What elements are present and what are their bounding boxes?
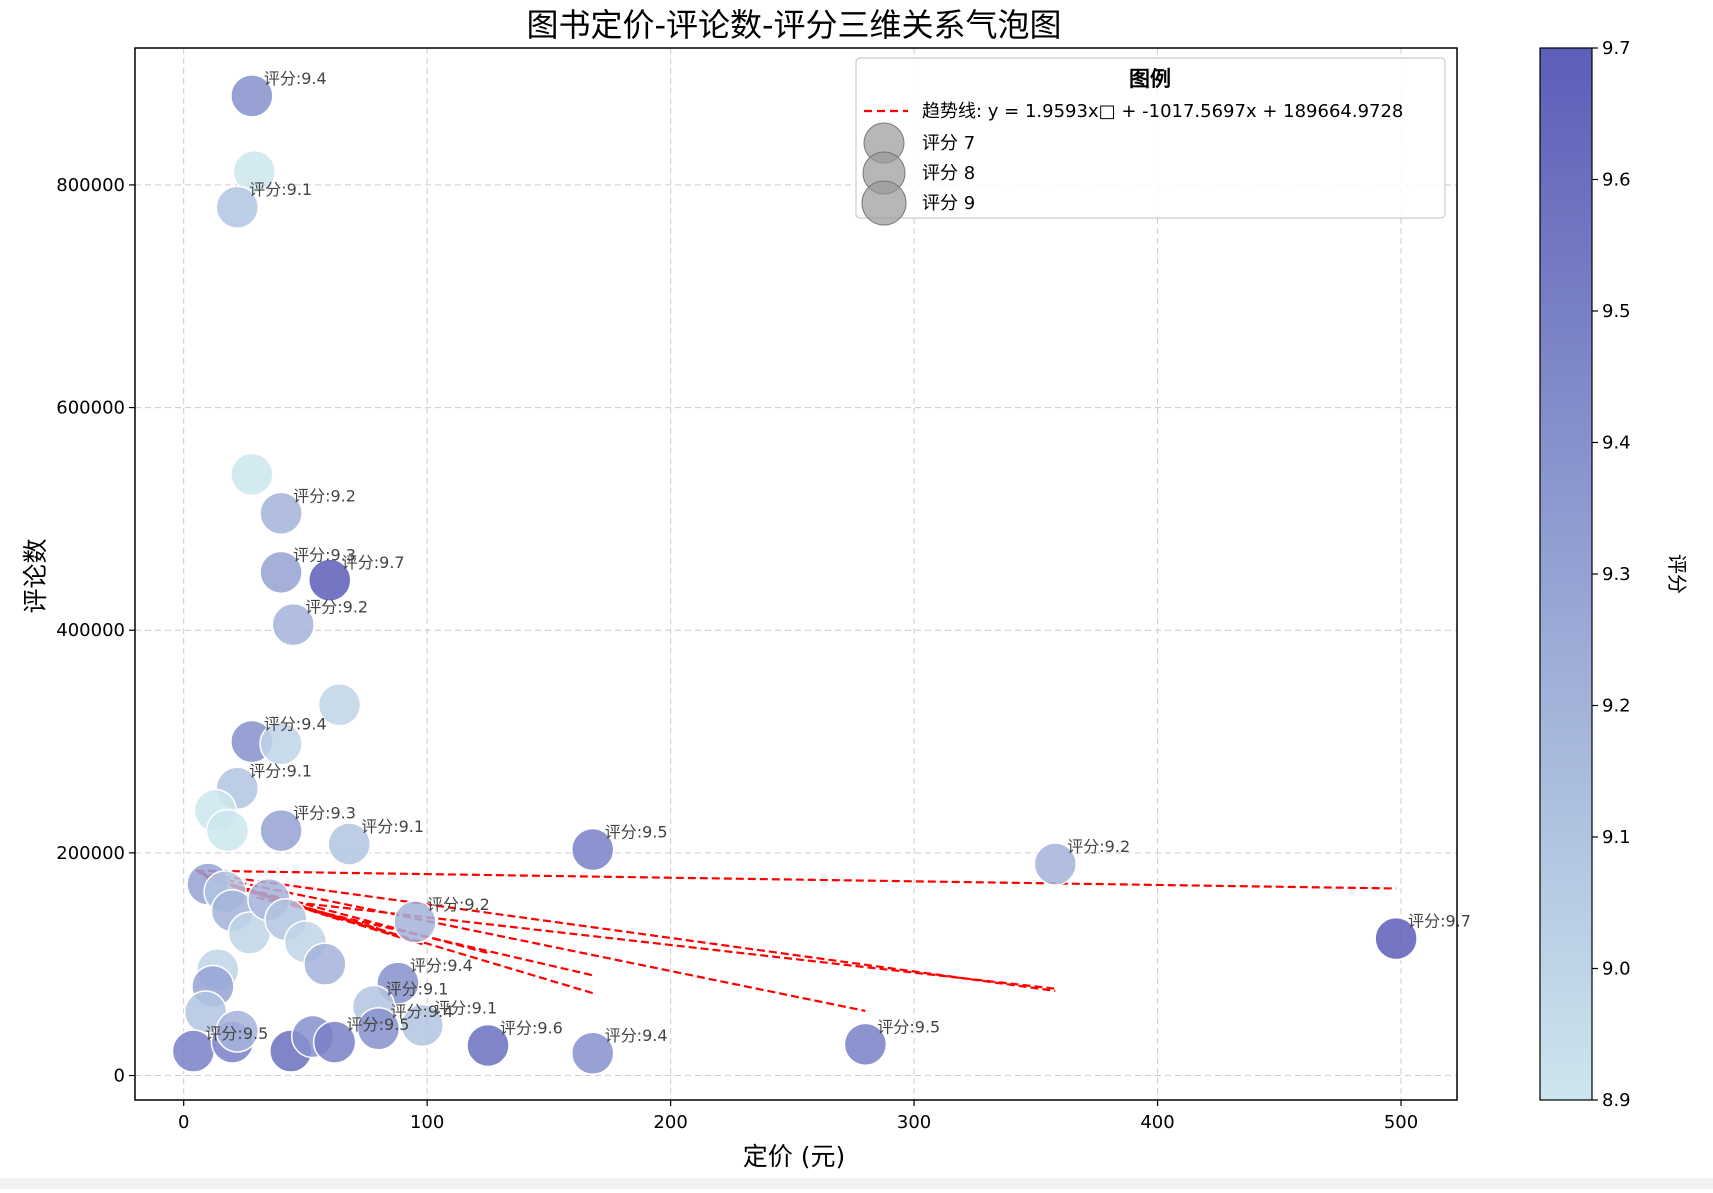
bubble-point	[230, 74, 274, 118]
bubble-annotation: 评分:9.1	[249, 180, 312, 199]
bubble-annotation: 评分:9.6	[500, 1018, 563, 1037]
bubble-point	[230, 452, 274, 497]
bubble-point	[393, 900, 437, 944]
bubble-annotation: 评分:9.4	[605, 1026, 668, 1045]
bubble-annotation: 评分:9.3	[293, 804, 356, 823]
bubble-point	[259, 808, 303, 853]
colorbar-tick-label: 9.7	[1602, 38, 1631, 59]
x-tick-label: 400	[1140, 1112, 1174, 1133]
legend-size-label-9: 评分 9	[922, 193, 975, 214]
bubble-point	[259, 722, 303, 766]
legend: 图例 趋势线: y = 1.9593x□ + -1017.5697x + 189…	[855, 57, 1446, 226]
bubble-point	[312, 1020, 357, 1064]
bubble-point	[570, 827, 615, 872]
bubble-point	[215, 185, 260, 229]
bubble-annotation: 评分:9.2	[427, 895, 490, 914]
bubble-point	[205, 808, 250, 853]
bubble-point	[317, 683, 362, 727]
bubble-annotation: 评分:9.2	[305, 598, 368, 617]
bubble-point	[303, 942, 347, 986]
bubble-annotation: 评分:9.1	[434, 998, 497, 1017]
bubble-annotation: 评分:9.4	[264, 715, 327, 734]
bubble-annotations: 评分:9.4评分:9.1评分:9.2评分:9.3评分:9.7评分:9.2评分:9…	[205, 69, 1471, 1045]
plot-frame	[134, 47, 1458, 1101]
colorbar-label: 评分	[1665, 554, 1689, 594]
x-tick-label: 200	[653, 1112, 687, 1133]
x-tick-label: 500	[1384, 1112, 1418, 1133]
legend-size-label-8: 评分 8	[922, 163, 975, 184]
bubble-annotation: 评分:9.5	[877, 1017, 940, 1036]
colorbar-tick-label: 9.6	[1602, 170, 1631, 191]
trend-lines	[195, 869, 1397, 1013]
bubble-point	[400, 1003, 445, 1048]
bubble-point	[259, 550, 303, 595]
bubble-point	[232, 149, 277, 194]
colorbar-gradient	[1539, 47, 1593, 1101]
bubble-annotation: 评分:9.7	[1408, 912, 1471, 931]
legend-trend-label: 趋势线: y = 1.9593x□ + -1017.5697x + 189664…	[922, 101, 1403, 122]
bubble-point	[466, 1023, 510, 1068]
bubble-point	[271, 602, 316, 647]
bubble-annotation: 评分:9.4	[390, 1002, 453, 1021]
bubble-point	[843, 1022, 888, 1067]
trend-line	[198, 871, 1056, 992]
y-tick-label: 0	[114, 1066, 125, 1087]
colorbar: 8.9 9.0 9.1 9.2 9.3 9.4 9.5 9.6 9.7 评分	[1539, 38, 1689, 1111]
x-tick-label: 0	[178, 1112, 189, 1133]
bubble-annotation: 评分:9.4	[410, 956, 473, 975]
colorbar-tick-label: 9.4	[1602, 433, 1631, 454]
x-tick-label: 300	[897, 1112, 931, 1133]
bubble-annotation: 评分:9.3	[293, 545, 356, 564]
bubble-annotation: 评分:9.2	[293, 486, 356, 505]
colorbar-tick-label: 9.1	[1602, 827, 1631, 848]
bubble-annotation: 评分:9.2	[1067, 837, 1130, 856]
colorbar-tick-label: 9.2	[1602, 696, 1631, 717]
y-tick-label: 400000	[56, 620, 125, 641]
bubble-points	[171, 74, 1418, 1075]
colorbar-ticks: 8.9 9.0 9.1 9.2 9.3 9.4 9.5 9.6 9.7	[1592, 38, 1631, 1111]
bubble-annotation: 评分:9.5	[347, 1015, 410, 1034]
bubble-annotation: 评分:9.5	[605, 823, 668, 842]
x-axis-ticks: 0 100 200 300 400 500	[178, 1100, 1418, 1133]
trend-line	[202, 874, 866, 1013]
bubble-annotation: 评分:9.1	[249, 761, 312, 780]
bubble-annotation: 评分:9.7	[342, 553, 405, 572]
y-axis-ticks: 0 200000 400000 600000 800000	[56, 175, 135, 1087]
bubble-annotation: 评分:9.4	[264, 69, 327, 88]
y-tick-label: 200000	[56, 843, 125, 864]
legend-box	[855, 57, 1446, 219]
colorbar-tick-label: 9.3	[1602, 564, 1631, 585]
bubble-point	[356, 1007, 401, 1051]
bottom-strip	[0, 1178, 1713, 1189]
chart-title: 图书定价-评论数-评分三维关系气泡图	[526, 6, 1061, 44]
plot-area	[135, 48, 1457, 1100]
legend-size-label-7: 评分 7	[922, 133, 975, 154]
bubble-annotation: 评分:9.1	[386, 979, 449, 998]
y-tick-label: 800000	[56, 175, 125, 196]
bubble-point	[327, 822, 371, 866]
grid-lines	[135, 48, 1457, 1100]
x-tick-label: 100	[410, 1112, 444, 1133]
bubble-point	[1033, 842, 1078, 886]
colorbar-tick-label: 9.0	[1602, 959, 1631, 980]
trend-line	[195, 869, 1397, 890]
legend-title: 图例	[1129, 67, 1171, 91]
bubble-point	[570, 1031, 615, 1075]
legend-size-marker-9	[861, 180, 907, 226]
x-axis-label: 定价 (元)	[743, 1142, 845, 1171]
bubble-point	[308, 558, 352, 602]
bubble-point	[1374, 916, 1418, 961]
bubble-annotation: 评分:9.5	[205, 1024, 268, 1043]
y-axis-label: 评论数	[21, 538, 50, 613]
colorbar-tick-label: 8.9	[1602, 1090, 1631, 1111]
bubble-point	[259, 491, 303, 536]
colorbar-tick-label: 9.5	[1602, 301, 1631, 322]
bubble-point	[215, 1009, 260, 1053]
y-tick-label: 600000	[56, 398, 125, 419]
bubble-annotation: 评分:9.1	[361, 817, 424, 836]
